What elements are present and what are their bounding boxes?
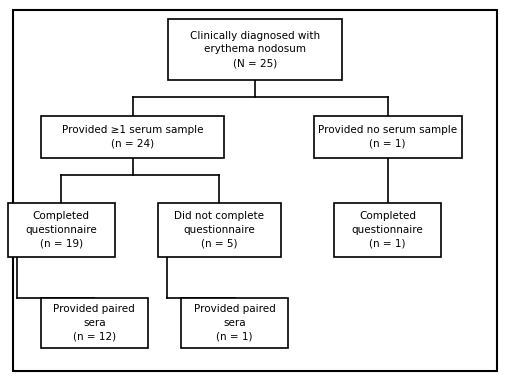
Text: Completed
questionnaire
(n = 19): Completed questionnaire (n = 19): [25, 211, 97, 249]
Text: Clinically diagnosed with
erythema nodosum
(N = 25): Clinically diagnosed with erythema nodos…: [189, 31, 320, 68]
Text: Provided no serum sample
(n = 1): Provided no serum sample (n = 1): [318, 125, 456, 149]
FancyBboxPatch shape: [13, 10, 496, 370]
FancyBboxPatch shape: [181, 298, 288, 348]
FancyBboxPatch shape: [41, 116, 224, 158]
FancyBboxPatch shape: [158, 203, 280, 256]
Text: Provided paired
sera
(n = 1): Provided paired sera (n = 1): [193, 304, 275, 342]
Text: Completed
questionnaire
(n = 1): Completed questionnaire (n = 1): [351, 211, 422, 249]
Text: Provided ≥1 serum sample
(n = 24): Provided ≥1 serum sample (n = 24): [62, 125, 203, 149]
FancyBboxPatch shape: [333, 203, 440, 256]
FancyBboxPatch shape: [313, 116, 461, 158]
FancyBboxPatch shape: [8, 203, 115, 256]
FancyBboxPatch shape: [168, 19, 341, 80]
Text: Provided paired
sera
(n = 12): Provided paired sera (n = 12): [53, 304, 135, 342]
Text: Did not complete
questionnaire
(n = 5): Did not complete questionnaire (n = 5): [174, 211, 264, 249]
FancyBboxPatch shape: [41, 298, 148, 348]
